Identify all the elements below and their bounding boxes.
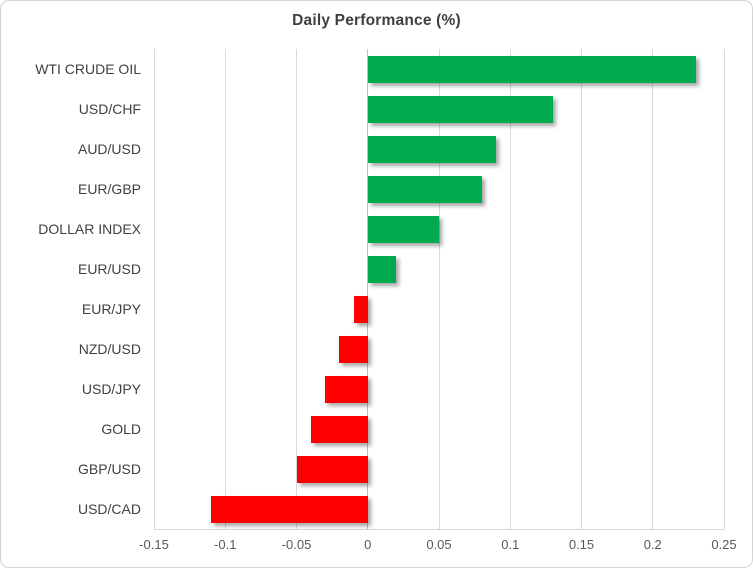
bar-gold bbox=[310, 415, 368, 443]
x-tick-label: -0.15 bbox=[139, 537, 169, 552]
gridline bbox=[438, 49, 440, 529]
x-tick-label: 0.1 bbox=[501, 537, 520, 552]
x-tick-label: -0.1 bbox=[214, 537, 237, 552]
bar-usd-chf bbox=[367, 95, 553, 123]
gridline bbox=[581, 49, 582, 529]
bar-dollar-index bbox=[367, 215, 439, 243]
x-tick-label: 0.2 bbox=[643, 537, 662, 552]
gridline bbox=[723, 49, 725, 529]
bar-eur-jpy bbox=[353, 295, 368, 323]
zero-axis-line bbox=[367, 49, 369, 529]
bar-nzd-usd bbox=[339, 335, 368, 363]
bar-gbp-usd bbox=[296, 455, 368, 483]
category-label: USD/CHF bbox=[78, 101, 141, 117]
category-axis-labels: WTI CRUDE OIL USD/CHF AUD/USD EUR/GBP DOLLAR… bbox=[1, 49, 147, 529]
bar-usd-cad bbox=[211, 495, 368, 523]
category-label: EUR/USD bbox=[77, 261, 141, 277]
gridline bbox=[296, 49, 297, 529]
category-label: EUR/JPY bbox=[81, 301, 141, 317]
x-tick-label: 0.05 bbox=[426, 537, 452, 552]
category-label: DOLLAR INDEX bbox=[38, 221, 141, 237]
bar-wti-crude-oil bbox=[367, 55, 696, 83]
category-label: AUD/USD bbox=[77, 141, 141, 157]
bar-eur-usd bbox=[367, 255, 397, 283]
category-label: USD/JPY bbox=[81, 381, 141, 397]
category-label: EUR/GBP bbox=[77, 181, 141, 197]
gridline bbox=[652, 49, 654, 529]
category-label: USD/CAD bbox=[77, 501, 141, 517]
category-label: WTI CRUDE OIL bbox=[35, 61, 141, 77]
bar-eur-gbp bbox=[367, 175, 482, 203]
x-tick-label: 0.15 bbox=[568, 537, 595, 552]
category-label: GBP/USD bbox=[77, 461, 141, 477]
category-label: NZD/USD bbox=[78, 341, 141, 357]
gridline bbox=[224, 49, 226, 529]
category-label: GOLD bbox=[101, 421, 141, 437]
plot-area bbox=[153, 49, 725, 530]
gridline bbox=[509, 49, 511, 529]
bar-usd-jpy bbox=[325, 375, 368, 403]
x-axis-tick-labels: -0.15 -0.1 -0.05 0 0.05 0.1 0.15 0.2 0.25 bbox=[139, 537, 736, 555]
x-tick-label: 0 bbox=[364, 537, 372, 552]
x-tick-label: -0.05 bbox=[281, 537, 312, 552]
chart-title: Daily Performance (%) bbox=[292, 12, 461, 29]
bar-aud-usd bbox=[367, 135, 496, 163]
gridline bbox=[153, 49, 155, 529]
x-tick-label: 0.25 bbox=[711, 537, 737, 552]
